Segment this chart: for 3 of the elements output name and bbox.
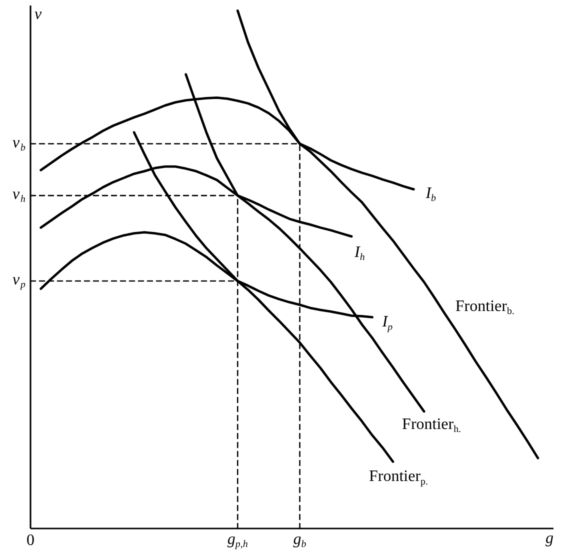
x-tick-label: 0 — [26, 532, 34, 549]
y-axis-title: v — [34, 6, 42, 23]
x-axis-title: g — [546, 530, 554, 547]
